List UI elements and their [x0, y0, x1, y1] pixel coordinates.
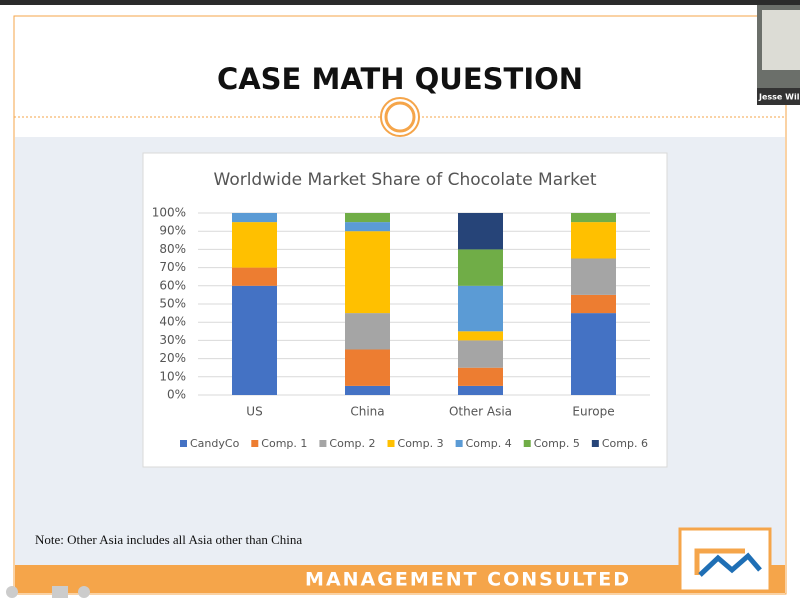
x-tick-label: Other Asia [449, 405, 512, 419]
top-bar [0, 0, 800, 5]
divider-ornament [384, 101, 416, 133]
bar-segment [345, 313, 390, 350]
logo-mark [694, 548, 745, 575]
y-tick-label: 30% [159, 333, 186, 347]
logo [678, 527, 772, 593]
slide-title: CASE MATH QUESTION [217, 62, 583, 96]
y-tick-label: 90% [159, 224, 186, 238]
legend-label: Comp. 4 [466, 437, 512, 450]
legend-label: CandyCo [190, 437, 240, 450]
bar-segment [458, 340, 503, 368]
y-tick-label: 70% [159, 260, 186, 274]
legend-swatch [387, 440, 395, 447]
footer-band [15, 565, 785, 593]
bar-segment [458, 367, 503, 386]
legend-swatch [455, 440, 463, 447]
bar-segment [458, 213, 503, 250]
nav-next[interactable] [78, 586, 90, 598]
bar-segment [345, 385, 390, 395]
nav-prev[interactable] [6, 586, 18, 598]
bar-segment [232, 213, 277, 223]
bar-segment [345, 231, 390, 314]
slide-border [13, 15, 787, 595]
bar-segment [458, 285, 503, 332]
bar-segment [458, 249, 503, 286]
x-tick-label: US [246, 405, 262, 419]
chart: 0% 10% 20% 30% 40% 50% 60% 70% 80% 90% 100% US China… [152, 206, 650, 450]
footer-brand: MANAGEMENT CONSULTED [305, 569, 631, 591]
bar-segment [571, 222, 616, 259]
legend-label: Comp. 6 [602, 437, 648, 450]
bar-segment [232, 267, 277, 286]
logo-mark [698, 552, 762, 577]
legend-swatch [319, 440, 327, 447]
chart-title: Worldwide Market Share of Chocolate Mark… [214, 170, 597, 190]
webcam-label-bg [757, 88, 800, 105]
nav-menu[interactable] [52, 586, 68, 598]
y-tick-label: 80% [159, 242, 186, 256]
y-tick-label: 100% [152, 206, 186, 220]
bar-segment [458, 331, 503, 341]
y-tick-label: 60% [159, 278, 186, 292]
legend-swatch [591, 440, 599, 447]
y-tick-label: 20% [159, 351, 186, 365]
note: Note: Other Asia includes all Asia other… [35, 532, 302, 547]
x-tick-label: China [350, 405, 384, 419]
bar-segment [345, 213, 390, 223]
bar-segment [232, 222, 277, 268]
bar-segment [571, 294, 616, 314]
bar-segment [571, 213, 616, 223]
y-tick-label: 0% [167, 388, 186, 402]
legend-label: Comp. 2 [329, 437, 375, 450]
legend-label: Comp. 5 [534, 437, 580, 450]
bar-segment [458, 385, 503, 395]
bar-segment [345, 222, 390, 232]
webcam-label: Jesse Wil [758, 93, 800, 102]
y-tick-label: 50% [159, 297, 186, 311]
legend-swatch [251, 440, 259, 447]
bar-segment [571, 258, 616, 295]
y-tick-label: 10% [159, 369, 186, 383]
bar-segment [345, 349, 390, 386]
bar-segment [571, 313, 616, 395]
webcam-board [762, 10, 800, 70]
legend-swatch [180, 440, 187, 447]
bar-segment [232, 285, 277, 395]
legend-label: Comp. 3 [398, 437, 444, 450]
legend-label: Comp. 1 [261, 437, 307, 450]
y-tick-label: 40% [159, 315, 186, 329]
legend-swatch [523, 440, 531, 447]
x-tick-label: Europe [572, 405, 614, 419]
